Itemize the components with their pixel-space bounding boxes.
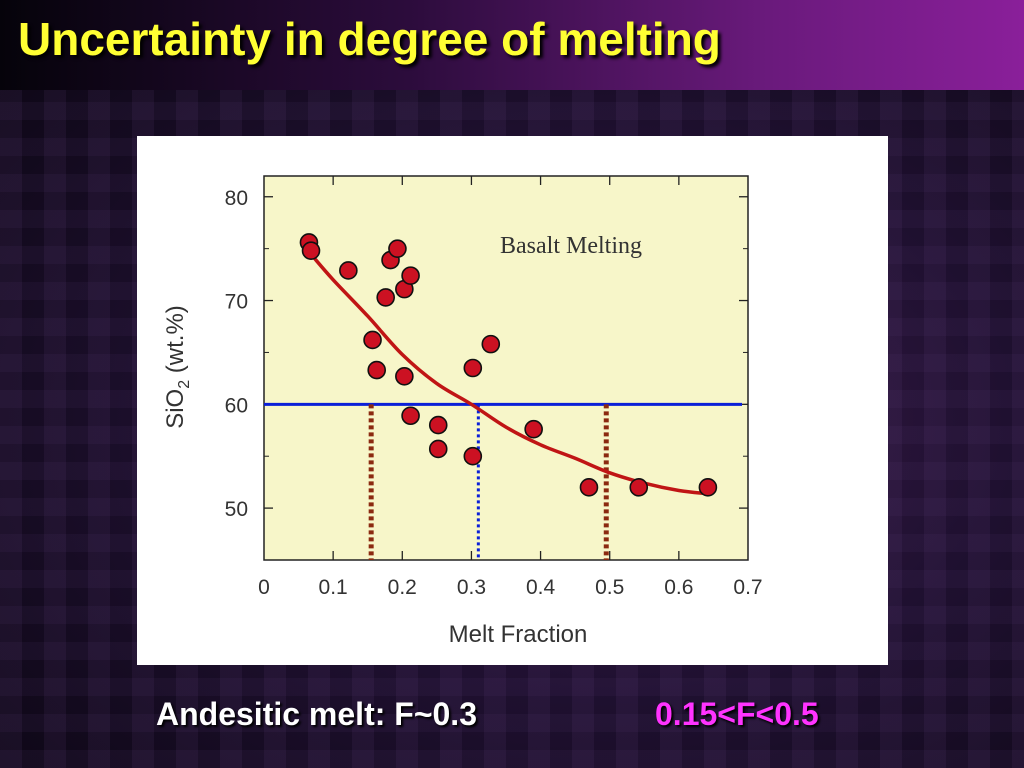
- title-bar: Uncertainty in degree of melting: [0, 0, 1024, 90]
- data-point: [579, 478, 599, 497]
- data-point: [401, 266, 420, 285]
- y-axis-label: SiO2 (wt.%): [162, 305, 193, 429]
- slide-title: Uncertainty in degree of melting: [18, 13, 721, 65]
- x-tick-label: 0.6: [664, 576, 693, 599]
- data-point: [698, 478, 718, 497]
- plot-area: [263, 175, 749, 561]
- y-tick-label: 70: [225, 291, 248, 314]
- y-axis-label-tail: (wt.%): [162, 305, 189, 380]
- y-axis-label-main: SiO: [162, 389, 189, 429]
- data-point: [463, 446, 483, 466]
- data-point: [395, 367, 414, 386]
- data-point: [428, 415, 448, 435]
- chart-annotation: Basalt Melting: [500, 233, 642, 259]
- y-axis-label-subscript: 2: [176, 380, 193, 389]
- chart-svg: 0 0.1 0.2 0.3 0.4 0.5 0.6 0.7 50 60 70 80 Basalt Me…: [162, 175, 763, 648]
- y-tick-label: 50: [225, 498, 248, 521]
- data-point: [481, 334, 501, 354]
- x-tick-label: 0.2: [388, 576, 417, 599]
- data-points: [299, 233, 718, 497]
- data-point: [524, 419, 543, 439]
- melt-fraction-bracket-lines: [368, 404, 609, 560]
- x-tick-label: 0.3: [457, 576, 486, 599]
- data-point: [629, 478, 649, 497]
- x-tick-label: 0.7: [733, 576, 762, 599]
- y-tick-label: 80: [225, 187, 248, 210]
- x-tick-label: 0.4: [526, 576, 556, 599]
- chart-panel: 0 0.1 0.2 0.3 0.4 0.5 0.6 0.7 50 60 70 80 Basalt Me…: [137, 136, 888, 665]
- data-point: [339, 261, 358, 280]
- data-point: [363, 330, 382, 350]
- data-point: [367, 360, 387, 380]
- x-tick-label: 0.5: [595, 576, 624, 599]
- x-axis-label: Melt Fraction: [449, 621, 588, 648]
- tick-labels: 0 0.1 0.2 0.3 0.4 0.5 0.6 0.7 50 60 70 80: [225, 187, 763, 599]
- data-point: [428, 439, 448, 459]
- data-point: [388, 239, 407, 258]
- data-point: [401, 406, 420, 426]
- data-point: [301, 241, 321, 261]
- data-point: [463, 358, 483, 378]
- x-tick-label: 0.1: [319, 576, 348, 599]
- caption-melt-range: 0.15<F<0.5: [655, 696, 819, 732]
- y-tick-label: 60: [225, 394, 248, 417]
- data-point: [376, 288, 395, 307]
- x-tick-label: 0: [258, 576, 270, 599]
- caption-andesitic-melt: Andesitic melt: F~0.3: [156, 696, 477, 732]
